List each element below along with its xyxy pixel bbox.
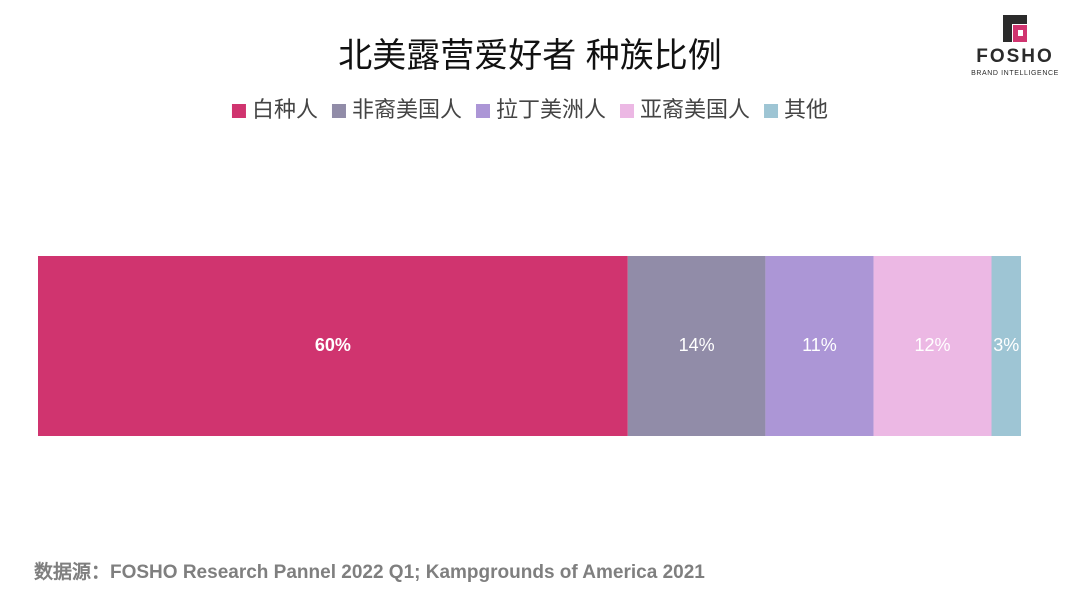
bar-segment — [765, 256, 874, 436]
legend-label: 拉丁美洲人 — [496, 97, 606, 122]
logo-name: FOSHO — [976, 46, 1054, 67]
bar-segment — [991, 256, 1021, 436]
legend-swatch — [764, 104, 779, 118]
data-label: 11% — [802, 335, 837, 355]
bar-segment — [627, 256, 766, 436]
legend-label: 非裔美国人 — [352, 97, 462, 122]
legend-swatch — [620, 104, 635, 118]
logo: FOSHO BRAND INTELLIGENCE — [971, 15, 1059, 77]
bar-segment — [873, 256, 992, 436]
data-label: 3% — [993, 335, 1019, 355]
legend: 白种人 非裔美国人 拉丁美洲人 亚裔美国人 其他 — [231, 97, 828, 122]
data-label: 60% — [315, 335, 351, 355]
logo-icon — [1003, 15, 1027, 24]
logo-icon — [1003, 24, 1012, 42]
legend-swatch — [475, 104, 490, 118]
legend-label: 亚裔美国人 — [640, 97, 750, 122]
source-note: 数据源：FOSHO Research Pannel 2022 Q1; Kampg… — [34, 560, 705, 583]
legend-label: 其他 — [784, 97, 828, 122]
chart-title: 北美露营爱好者 种族比例 — [338, 37, 721, 75]
logo-icon — [1018, 30, 1023, 36]
legend-swatch — [331, 104, 346, 118]
plot: 60% 14% 11% 12% 3% — [38, 256, 1021, 436]
legend-label: 白种人 — [252, 97, 318, 122]
bar-segment — [38, 256, 628, 436]
legend-swatch — [231, 104, 246, 118]
data-label: 14% — [679, 335, 715, 355]
data-label: 12% — [915, 335, 951, 355]
logo-tagline: BRAND INTELLIGENCE — [971, 70, 1059, 77]
